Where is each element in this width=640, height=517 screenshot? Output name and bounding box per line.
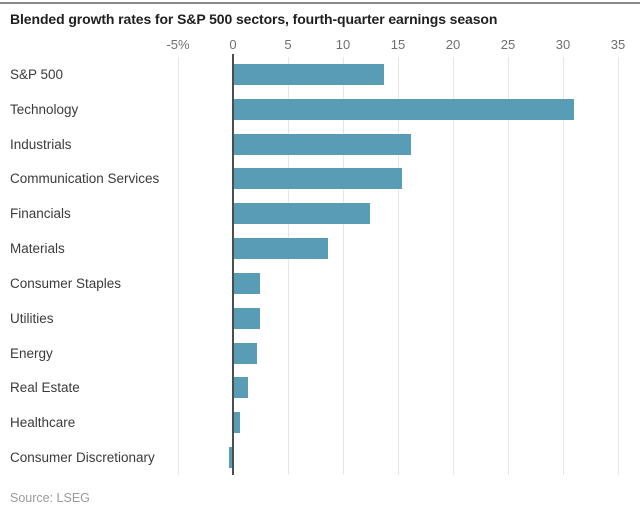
x-axis: -5% 0 5 10 15 20 25 30 35 bbox=[0, 37, 640, 53]
bar bbox=[234, 133, 412, 155]
bar bbox=[234, 238, 328, 260]
gridline bbox=[177, 57, 179, 475]
x-axis-tick-label: 15 bbox=[390, 37, 406, 52]
bar bbox=[234, 63, 384, 85]
x-axis-tick-label: 35 bbox=[610, 37, 626, 52]
bar bbox=[234, 307, 261, 329]
category-label: Utilities bbox=[10, 310, 54, 326]
category-label: Financials bbox=[10, 206, 71, 222]
chart-title: Blended growth rates for S&P 500 sectors… bbox=[10, 11, 498, 27]
category-label: Consumer Staples bbox=[10, 275, 122, 291]
gridline bbox=[617, 57, 619, 475]
x-axis-tick-label: 25 bbox=[500, 37, 516, 52]
category-label: S&P 500 bbox=[10, 66, 64, 82]
category-label: Communication Services bbox=[10, 171, 160, 187]
gridline bbox=[342, 57, 344, 475]
bar bbox=[228, 447, 232, 469]
x-axis-tick-label: -5% bbox=[166, 37, 190, 52]
gridline bbox=[397, 57, 399, 475]
category-label: Materials bbox=[10, 241, 65, 257]
plot-area: S&P 500 Technology Industrials Communicatio… bbox=[0, 54, 640, 475]
zero-axis-line bbox=[232, 54, 234, 475]
bar bbox=[234, 272, 261, 294]
gridline bbox=[287, 57, 289, 475]
x-axis-tick-label: 10 bbox=[335, 37, 351, 52]
category-label: Industrials bbox=[10, 136, 72, 152]
x-axis-tick-label: 30 bbox=[555, 37, 571, 52]
source-text: Source: LSEG bbox=[10, 491, 90, 505]
x-axis-tick-label: 0 bbox=[229, 37, 237, 52]
gridline bbox=[452, 57, 454, 475]
bar bbox=[234, 377, 249, 399]
category-label: Consumer Discretionary bbox=[10, 450, 155, 466]
bar bbox=[234, 342, 258, 364]
category-label: Energy bbox=[10, 345, 53, 361]
gridline bbox=[507, 57, 509, 475]
bar bbox=[234, 203, 371, 225]
x-axis-tick-label: 5 bbox=[284, 37, 292, 52]
bar bbox=[234, 412, 240, 434]
gridline bbox=[562, 57, 564, 475]
x-axis-tick-label: 20 bbox=[445, 37, 461, 52]
category-label: Healthcare bbox=[10, 415, 76, 431]
top-rule-divider bbox=[0, 2, 640, 4]
bar bbox=[234, 168, 403, 190]
category-label: Real Estate bbox=[10, 380, 80, 396]
category-label: Technology bbox=[10, 101, 79, 117]
bar bbox=[234, 98, 574, 120]
